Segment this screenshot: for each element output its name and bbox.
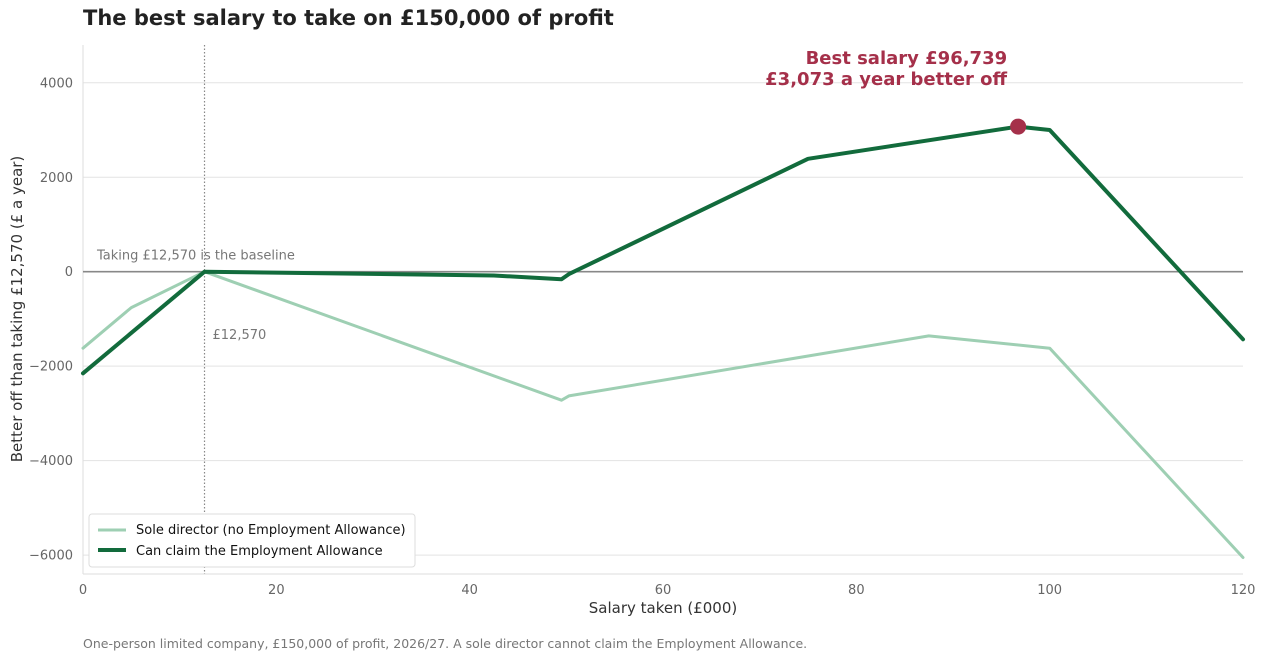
best-salary-marker: [1010, 118, 1027, 135]
x-tick-label: 0: [79, 583, 87, 598]
chart-title: The best salary to take on £150,000 of p…: [83, 6, 614, 30]
x-tick-label: 80: [848, 583, 865, 598]
y-tick-label: −4000: [29, 454, 73, 469]
x-tick-label: 120: [1231, 583, 1256, 598]
series-line-employment-allowance: [81, 124, 1245, 376]
x-tick-labels: 0 20 40 60 80 100 120: [79, 583, 1256, 598]
x-tick-label: 20: [268, 583, 285, 598]
better-off-callout: £3,073 a year better off: [765, 69, 1007, 90]
legend-label-sole-director: Sole director (no Employment Allowance): [136, 523, 406, 538]
legend-box: [88, 513, 416, 568]
x-tick-label: 60: [655, 583, 672, 598]
footnote: One-person limited company, £150,000 of …: [83, 636, 807, 651]
x-tick-label: 100: [1037, 583, 1062, 598]
y-tick-label: 4000: [40, 76, 73, 91]
y-tick-label: 2000: [40, 171, 73, 186]
legend: Sole director (no Employment Allowance) …: [88, 513, 416, 568]
x-tick-label: 40: [461, 583, 478, 598]
y-tick-label: −2000: [29, 360, 73, 375]
y-tick-label: −6000: [29, 549, 73, 564]
y-tick-labels: −6000 −4000 −2000 0 2000 4000: [29, 76, 73, 563]
best-salary-callout: Best salary £96,739: [806, 48, 1008, 69]
legend-label-employment-allowance: Can claim the Employment Allowance: [136, 544, 383, 559]
axes: [82, 45, 1243, 575]
y-tick-label: 0: [65, 265, 73, 280]
baseline-label: Taking £12,570 is the baseline: [96, 249, 295, 264]
x-axis-label: Salary taken (£000): [589, 599, 738, 617]
y-axis-label: Better off than taking £12,570 (£ a year…: [8, 156, 26, 463]
series-lines: [81, 124, 1245, 559]
threshold-label: £12,570: [213, 328, 267, 343]
series-line-sole-director: [81, 270, 1245, 559]
